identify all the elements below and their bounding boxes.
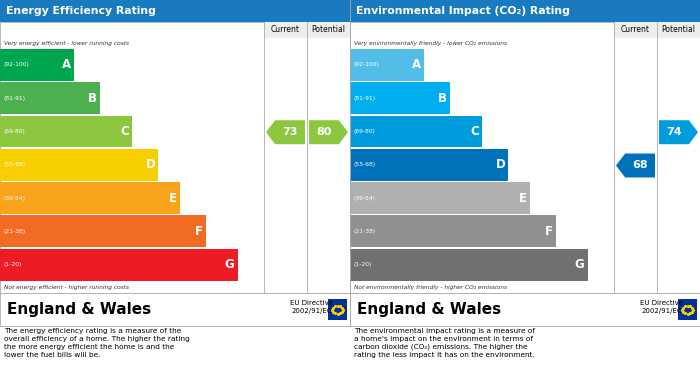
Text: Potential: Potential: [662, 25, 696, 34]
Text: (1-20): (1-20): [4, 262, 22, 267]
Text: Environmental Impact (CO₂) Rating: Environmental Impact (CO₂) Rating: [356, 6, 570, 16]
Text: E: E: [169, 192, 176, 204]
Text: 74: 74: [666, 127, 682, 137]
Text: (69-80): (69-80): [4, 129, 26, 134]
Text: England & Wales: England & Wales: [357, 302, 501, 317]
Bar: [350, 82, 450, 114]
Polygon shape: [266, 120, 305, 144]
Text: G: G: [575, 258, 584, 271]
Text: Not environmentally friendly - higher CO₂ emissions: Not environmentally friendly - higher CO…: [354, 285, 507, 290]
Polygon shape: [659, 120, 698, 144]
Bar: [350, 182, 529, 214]
Bar: [350, 0, 700, 22]
Text: Current: Current: [271, 25, 300, 34]
Text: Current: Current: [621, 25, 650, 34]
Bar: [0, 182, 179, 214]
Text: (1-20): (1-20): [354, 262, 372, 267]
Bar: [0, 49, 74, 81]
Bar: [0, 215, 206, 247]
Text: EU Directive
2002/91/EC: EU Directive 2002/91/EC: [640, 300, 683, 314]
Polygon shape: [309, 120, 348, 144]
Text: F: F: [195, 225, 203, 238]
Text: (55-68): (55-68): [4, 162, 26, 167]
Bar: [350, 293, 700, 326]
Polygon shape: [616, 154, 655, 178]
Text: D: D: [496, 158, 505, 171]
Bar: [328, 299, 347, 320]
Bar: [0, 293, 350, 326]
Text: (69-80): (69-80): [354, 129, 376, 134]
Bar: [350, 49, 424, 81]
Text: (39-54): (39-54): [4, 196, 26, 201]
Text: B: B: [88, 91, 97, 105]
Text: EU Directive
2002/91/EC: EU Directive 2002/91/EC: [290, 300, 333, 314]
Text: E: E: [519, 192, 526, 204]
Bar: [0, 249, 237, 280]
Text: Energy Efficiency Rating: Energy Efficiency Rating: [6, 6, 156, 16]
Text: (81-91): (81-91): [354, 96, 376, 100]
Text: B: B: [438, 91, 447, 105]
Bar: [0, 22, 350, 293]
Bar: [0, 149, 158, 181]
Bar: [0, 82, 100, 114]
Text: The energy efficiency rating is a measure of the
overall efficiency of a home. T: The energy efficiency rating is a measur…: [4, 328, 190, 358]
Bar: [0, 0, 350, 22]
Text: Very environmentally friendly - lower CO₂ emissions: Very environmentally friendly - lower CO…: [354, 41, 507, 46]
Text: Potential: Potential: [312, 25, 346, 34]
Bar: [350, 215, 556, 247]
Text: 73: 73: [282, 127, 298, 137]
Text: Not energy efficient - higher running costs: Not energy efficient - higher running co…: [4, 285, 129, 290]
Bar: [350, 116, 482, 147]
Text: 80: 80: [316, 127, 332, 137]
Bar: [0, 116, 132, 147]
Bar: [614, 22, 700, 38]
Text: The environmental impact rating is a measure of
a home's impact on the environme: The environmental impact rating is a mea…: [354, 328, 535, 359]
Text: (92-100): (92-100): [4, 63, 30, 67]
Text: C: C: [120, 125, 129, 138]
Text: (39-54): (39-54): [354, 196, 376, 201]
Bar: [350, 249, 587, 280]
Bar: [678, 299, 697, 320]
Text: (55-68): (55-68): [354, 162, 376, 167]
Text: A: A: [62, 58, 71, 72]
Text: D: D: [146, 158, 155, 171]
Text: (21-38): (21-38): [354, 229, 376, 234]
Bar: [350, 22, 700, 293]
Text: 68: 68: [632, 160, 648, 170]
Text: C: C: [470, 125, 479, 138]
Text: G: G: [225, 258, 235, 271]
Text: England & Wales: England & Wales: [7, 302, 151, 317]
Text: (92-100): (92-100): [354, 63, 380, 67]
Text: A: A: [412, 58, 421, 72]
Bar: [264, 22, 350, 38]
Text: (21-38): (21-38): [4, 229, 26, 234]
Bar: [350, 149, 508, 181]
Text: (81-91): (81-91): [4, 96, 26, 100]
Text: F: F: [545, 225, 553, 238]
Text: Very energy efficient - lower running costs: Very energy efficient - lower running co…: [4, 41, 129, 46]
